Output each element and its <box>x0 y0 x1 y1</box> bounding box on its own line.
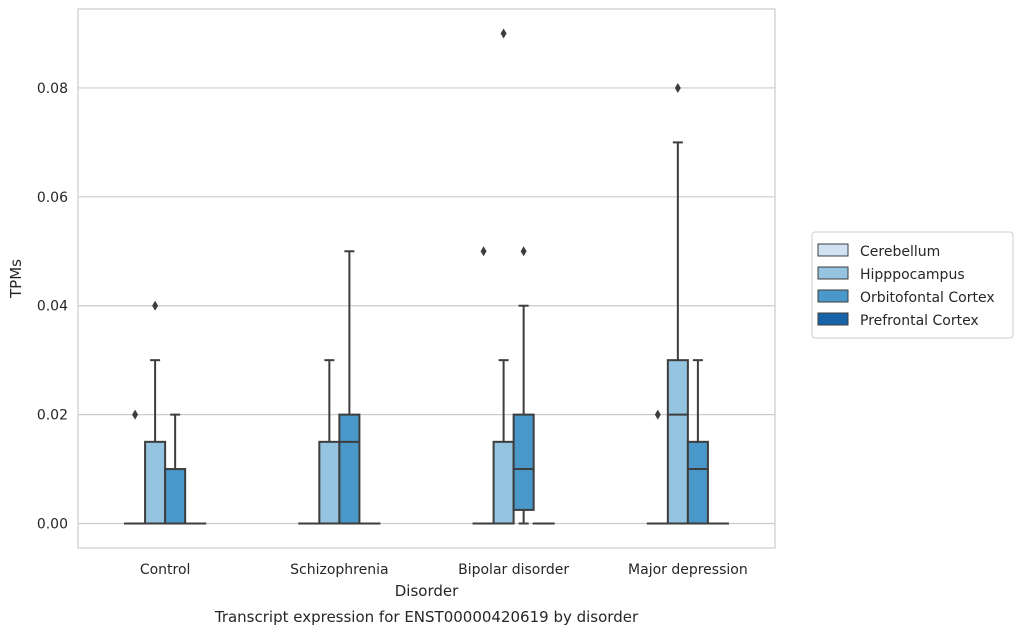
box-hipppocampus <box>492 359 515 525</box>
x-axis-label: Disorder <box>395 582 459 600</box>
outlier-point <box>480 246 487 257</box>
box-hipppocampus <box>144 359 167 525</box>
legend-label: Cerebellum <box>860 244 940 260</box>
outlier-point <box>500 28 507 39</box>
x-tick-label: Bipolar disorder <box>458 562 569 578</box>
legend-label: Prefrontal Cortex <box>860 313 979 329</box>
box-orbitofontal-cortex <box>338 250 361 525</box>
y-tick-label: 0.04 <box>37 299 68 315</box>
legend-swatch <box>817 312 849 326</box>
box-body <box>144 440 167 525</box>
x-tick-label: Schizophrenia <box>290 562 388 578</box>
y-tick-labels: 0.00 0.02 0.04 0.06 0.08 <box>37 81 68 533</box>
y-tick-label: 0.00 <box>37 517 68 533</box>
y-tick-label: 0.02 <box>37 408 68 424</box>
y-tick-label: 0.08 <box>37 81 68 97</box>
box-body <box>338 413 361 525</box>
legend-swatch <box>817 289 849 303</box>
box-body <box>686 440 709 525</box>
legend-label: Hipppocampus <box>860 267 965 283</box>
legend-frame <box>811 231 1014 339</box>
box-orbitofontal-cortex <box>512 304 535 525</box>
y-axis-label: TPMs <box>7 259 25 299</box>
outlier-point <box>674 82 681 93</box>
outlier-point <box>152 300 159 311</box>
box-orbitofontal-cortex <box>686 359 709 525</box>
box-body <box>492 440 515 525</box>
x-tick-label: Major depression <box>628 562 748 578</box>
legend: Cerebellum Hipppocampus Orbitofontal Corte… <box>811 231 1014 339</box>
outlier-point <box>654 409 661 420</box>
outlier-point <box>132 409 139 420</box>
box-body <box>318 440 341 525</box>
box-body <box>666 359 689 525</box>
box-orbitofontal-cortex <box>164 413 187 525</box>
legend-swatch <box>817 243 849 257</box>
y-tick-label: 0.06 <box>37 190 68 206</box>
box-marks <box>124 28 729 525</box>
box-body <box>164 468 187 525</box>
x-tick-label: Control <box>140 562 191 578</box>
box-hipppocampus <box>666 141 689 525</box>
legend-swatch <box>817 266 849 280</box>
x-tick-labels: Control Schizophrenia Bipolar disorder Majo… <box>140 562 748 578</box>
box-body <box>512 413 535 511</box>
plot-frame <box>77 8 776 549</box>
legend-label: Orbitofontal Cortex <box>860 290 995 306</box>
box-hipppocampus <box>318 359 341 525</box>
chart-title: Transcript expression for ENST0000042061… <box>214 608 639 626</box>
outlier-point <box>520 246 527 257</box>
